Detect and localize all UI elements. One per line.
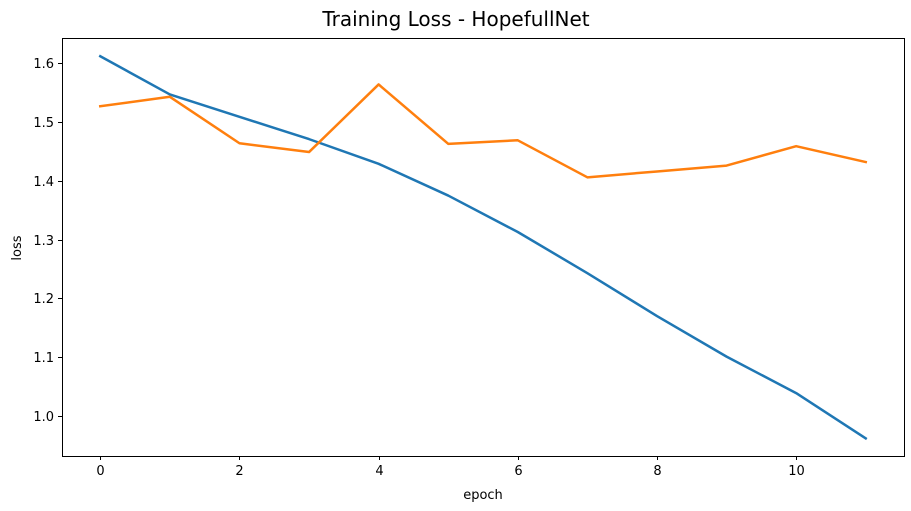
x-tick-label: 0 [96, 464, 104, 479]
series-layer [98, 54, 868, 441]
axis-ticks: 0 2 4 6 8 10 1.0 1.1 1.2 1.3 1.4 1.5 1.6 [33, 57, 804, 479]
y-tick-label: 1.5 [33, 116, 54, 131]
y-tick-label: 1.1 [33, 351, 54, 366]
x-tick-label: 10 [788, 464, 805, 479]
y-tick-label: 1.0 [33, 410, 54, 425]
y-tick-label: 1.2 [33, 292, 54, 307]
axes-frame [62, 38, 905, 457]
y-tick-label: 1.6 [33, 57, 54, 72]
y-tick-label: 1.3 [33, 234, 54, 249]
series-line-1 [98, 54, 868, 441]
x-tick-label: 2 [235, 464, 243, 479]
y-axis-label: loss [10, 235, 25, 260]
y-tick-label: 1.4 [33, 175, 54, 190]
x-axis-label: epoch [463, 488, 503, 503]
chart-title: Training Loss - HopefullNet [321, 7, 589, 31]
series-line-2 [98, 83, 868, 179]
x-tick-label: 6 [514, 464, 522, 479]
x-tick-label: 8 [653, 464, 661, 479]
x-tick-label: 4 [375, 464, 383, 479]
